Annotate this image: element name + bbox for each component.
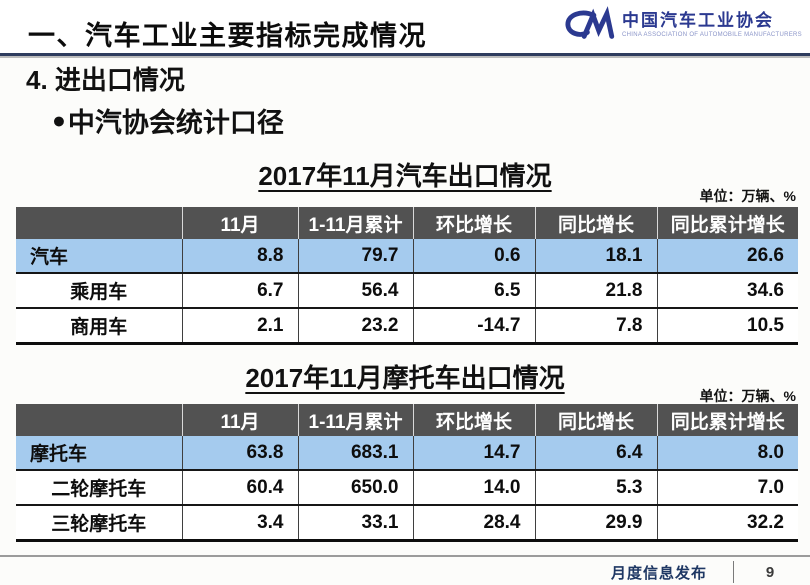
table-row: 三轮摩托车 3.4 33.1 28.4 29.9 32.2 [16, 504, 798, 541]
value-cell: 33.1 [297, 504, 413, 541]
value-cell: 21.8 [534, 272, 657, 308]
moto-export-table: 11月 1-11月累计 环比增长 同比增长 同比累计增长 摩托车 63.8 68… [16, 404, 798, 542]
value-cell: 56.4 [297, 272, 413, 308]
column-header: 1-11月累计 [297, 404, 413, 436]
caam-name-cn: 中国汽车工业协会 [622, 11, 775, 30]
value-cell: 0.6 [412, 239, 535, 273]
table-row-total: 摩托车 63.8 683.1 14.7 6.4 8.0 [16, 436, 798, 470]
value-cell: 8.8 [181, 239, 298, 273]
auto-export-table-title: 2017年11月汽车出口情况 [258, 161, 552, 191]
value-cell: 2.1 [181, 307, 298, 344]
value-cell: 63.8 [181, 436, 298, 470]
auto-export-unit-label: 单位：万辆、% [699, 188, 796, 204]
column-header: 同比累计增长 [656, 207, 798, 239]
auto-export-table: 11月 1-11月累计 环比增长 同比增长 同比累计增长 汽车 8.8 79.7… [16, 207, 798, 345]
row-label-cell: 汽车 [16, 239, 182, 273]
value-cell: 7.0 [656, 469, 798, 505]
value-cell: 29.9 [534, 504, 657, 541]
column-header [16, 207, 182, 239]
column-header: 11月 [181, 404, 298, 436]
caam-logo-mark-icon [563, 6, 615, 44]
value-cell: -14.7 [412, 307, 535, 344]
footer-vertical-divider [733, 561, 734, 583]
value-cell: 14.7 [412, 436, 535, 470]
caam-logo: 中国汽车工业协会 CHINA ASSOCIATION OF AUTOMOBILE… [563, 6, 802, 44]
moto-export-unit-label: 单位：万辆、% [699, 388, 796, 404]
row-label-cell: 商用车 [16, 307, 182, 344]
value-cell: 79.7 [297, 239, 413, 273]
table-row-total: 汽车 8.8 79.7 0.6 18.1 26.6 [16, 239, 798, 273]
value-cell: 14.0 [412, 469, 535, 505]
column-header: 同比增长 [534, 404, 657, 436]
value-cell: 10.5 [656, 307, 798, 344]
section-subheading-label: 中汽协会统计口径 [67, 108, 284, 138]
column-header: 同比累计增长 [656, 404, 798, 436]
value-cell: 650.0 [297, 469, 413, 505]
value-cell: 6.4 [534, 436, 657, 470]
row-label-cell: 摩托车 [16, 436, 182, 470]
value-cell: 26.6 [656, 239, 798, 273]
row-label-cell: 三轮摩托车 [16, 504, 182, 541]
slide-title: 一、汽车工业主要指标完成情况 [28, 21, 427, 51]
caam-name-en: CHINA ASSOCIATION OF AUTOMOBILE MANUFACT… [622, 32, 802, 38]
value-cell: 5.3 [534, 469, 657, 505]
section-heading: 4. 进出口情况 [26, 65, 185, 95]
table-header-row: 11月 1-11月累计 环比增长 同比增长 同比累计增长 [16, 404, 798, 436]
column-header: 环比增长 [412, 404, 535, 436]
value-cell: 6.5 [412, 272, 535, 308]
column-header [16, 404, 182, 436]
value-cell: 60.4 [181, 469, 298, 505]
column-header: 环比增长 [412, 207, 535, 239]
value-cell: 7.8 [534, 307, 657, 344]
footer: 月度信息发布 9 [611, 560, 780, 584]
section-subheading: ● 中汽协会统计口径 [52, 101, 284, 140]
value-cell: 34.6 [656, 272, 798, 308]
value-cell: 18.1 [534, 239, 657, 273]
value-cell: 23.2 [297, 307, 413, 344]
table-row: 二轮摩托车 60.4 650.0 14.0 5.3 7.0 [16, 469, 798, 505]
value-cell: 6.7 [181, 272, 298, 308]
column-header: 同比增长 [534, 207, 657, 239]
caam-logo-text: 中国汽车工业协会 CHINA ASSOCIATION OF AUTOMOBILE… [622, 12, 802, 38]
row-label-cell: 二轮摩托车 [16, 469, 182, 505]
column-header: 1-11月累计 [297, 207, 413, 239]
footer-divider-line [0, 555, 810, 557]
value-cell: 3.4 [181, 504, 298, 541]
footer-label: 月度信息发布 [610, 564, 707, 582]
value-cell: 28.4 [412, 504, 535, 541]
slide-header-band: 一、汽车工业主要指标完成情况 中国汽车工业协会 CHINA ASSOCIATIO… [0, 0, 810, 56]
bullet-icon: ● [52, 107, 66, 133]
page-number: 9 [765, 563, 775, 581]
value-cell: 32.2 [656, 504, 798, 541]
table-row: 商用车 2.1 23.2 -14.7 7.8 10.5 [16, 307, 798, 344]
value-cell: 683.1 [297, 436, 413, 470]
moto-export-table-title: 2017年11月摩托车出口情况 [245, 363, 565, 393]
table-row: 乘用车 6.7 56.4 6.5 21.8 34.6 [16, 272, 798, 308]
table-header-row: 11月 1-11月累计 环比增长 同比增长 同比累计增长 [16, 207, 798, 239]
column-header: 11月 [181, 207, 298, 239]
value-cell: 8.0 [656, 436, 798, 470]
row-label-cell: 乘用车 [16, 272, 182, 308]
